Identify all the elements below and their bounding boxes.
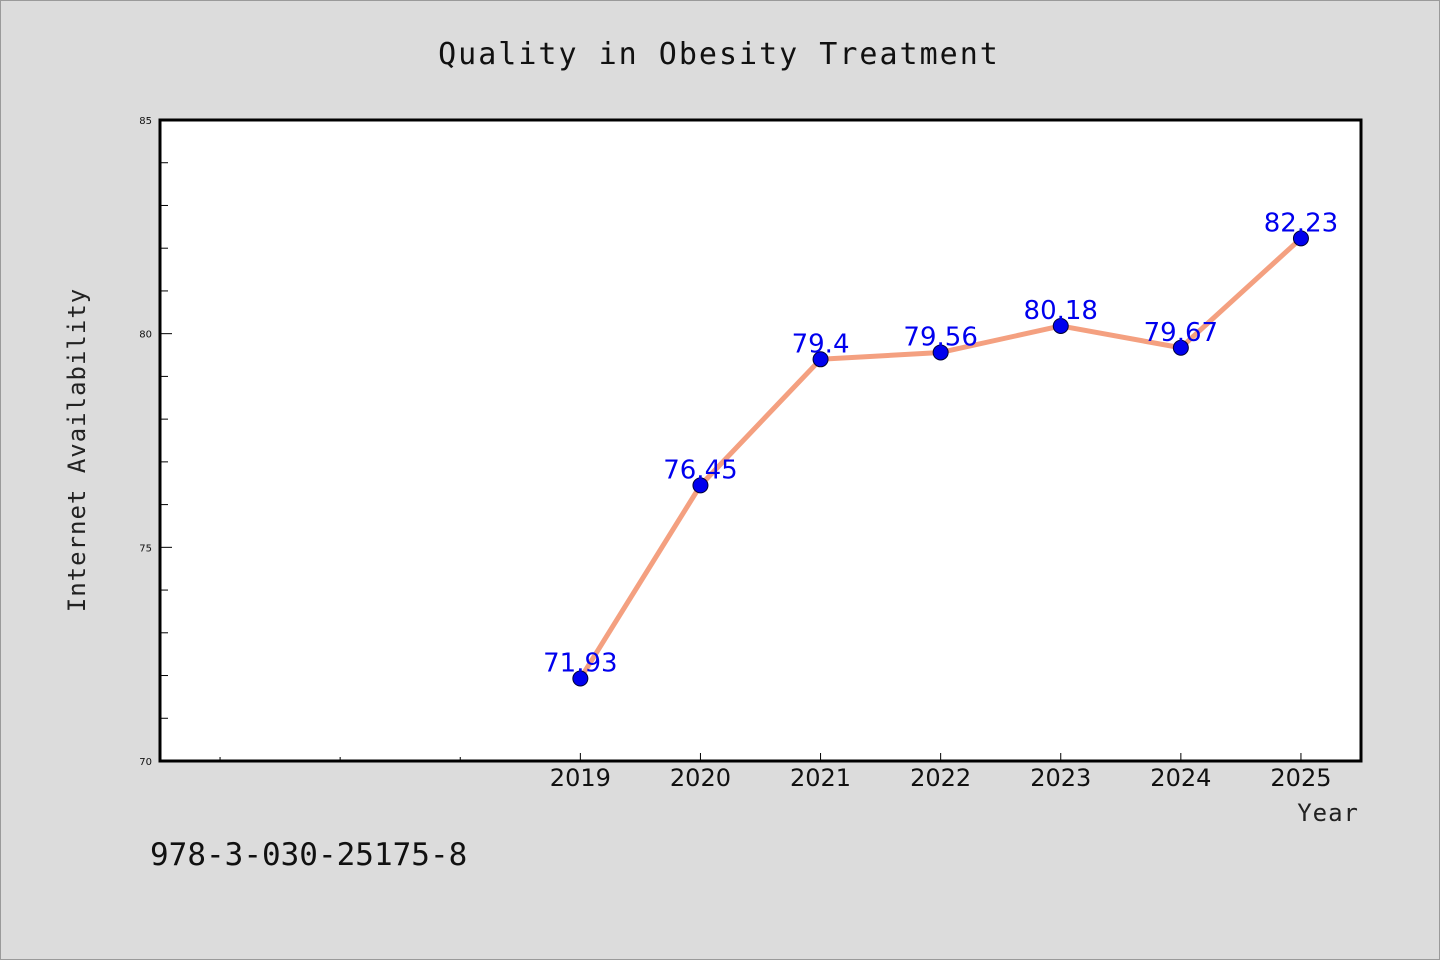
- y-axis-ticks: 70 75 80 85: [139, 116, 172, 768]
- data-point: [1052, 317, 1069, 334]
- data-point: [1292, 230, 1309, 247]
- x-tick-label: 2023: [1030, 764, 1091, 792]
- data-label: 76.45: [663, 455, 737, 485]
- data-point: [572, 670, 589, 687]
- data-label: 79.4: [792, 329, 850, 359]
- x-tick-label: 2025: [1270, 764, 1331, 792]
- plot-area: [158, 118, 1363, 763]
- y-tick-label: 85: [139, 116, 152, 127]
- x-tick-label: 2020: [670, 764, 731, 792]
- data-point: [812, 351, 829, 368]
- x-tick-label: 2019: [550, 764, 611, 792]
- x-axis-label: Year: [1297, 799, 1359, 827]
- y-axis-label: Internet Availability: [63, 288, 91, 612]
- y-tick-label: 75: [139, 543, 152, 554]
- x-tick-label: 2022: [910, 764, 971, 792]
- data-label: 79.56: [903, 322, 977, 352]
- data-label: 80.18: [1024, 296, 1098, 326]
- y-tick-label: 80: [139, 330, 152, 341]
- data-label: 71.93: [543, 649, 617, 679]
- data-label: 79.67: [1144, 318, 1218, 348]
- series-layer: 71.93 76.45 79.4 79.56 80.18 79.67 82.23: [543, 208, 1338, 687]
- data-point: [932, 344, 949, 361]
- footer-code: 978-3-030-25175-8: [150, 837, 467, 873]
- data-point: [1172, 339, 1189, 356]
- chart-title: Quality in Obesity Treatment: [438, 37, 1000, 72]
- x-tick-label: 2024: [1150, 764, 1211, 792]
- x-axis-ticks: 2019 2020 2021 2022 2023 2024 2025: [219, 753, 1331, 792]
- data-label: 82.23: [1264, 208, 1338, 238]
- y-tick-label: 70: [139, 757, 152, 768]
- data-point: [692, 477, 709, 494]
- x-tick-label: 2021: [790, 764, 851, 792]
